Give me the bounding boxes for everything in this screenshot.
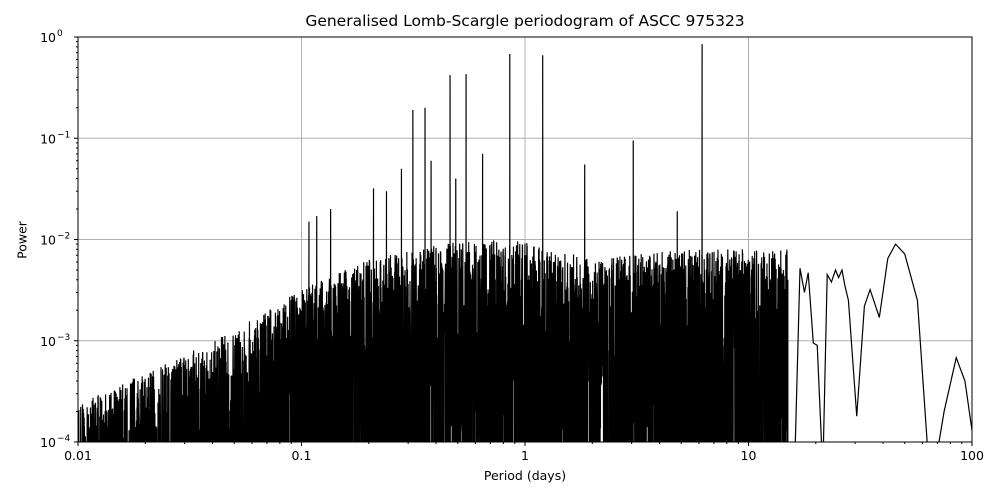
y-tick-label: 10 bbox=[40, 131, 56, 146]
x-tick-label: 100 bbox=[960, 448, 984, 463]
periodogram-line bbox=[78, 44, 972, 442]
chart-title: Generalised Lomb-Scargle periodogram of … bbox=[305, 12, 745, 30]
x-tick-label: 0.01 bbox=[64, 448, 92, 463]
y-tick-exponent: −2 bbox=[57, 232, 70, 242]
y-tick-label: 10 bbox=[40, 30, 56, 45]
x-tick-label: 1 bbox=[521, 448, 529, 463]
x-tick-label: 0.1 bbox=[292, 448, 312, 463]
y-tick-exponent: −1 bbox=[57, 130, 70, 140]
y-tick-label: 10 bbox=[40, 435, 56, 450]
y-tick-exponent: −3 bbox=[57, 333, 70, 343]
x-tick-label: 10 bbox=[741, 448, 757, 463]
y-tick-exponent: −4 bbox=[57, 434, 71, 444]
x-axis-label: Period (days) bbox=[483, 468, 567, 483]
y-tick-exponent: 0 bbox=[57, 29, 63, 39]
y-tick-label: 10 bbox=[40, 233, 56, 248]
y-tick-label: 10 bbox=[40, 334, 56, 349]
x-axis-ticks: 0.01 0.1 1 10 100 bbox=[64, 442, 984, 463]
